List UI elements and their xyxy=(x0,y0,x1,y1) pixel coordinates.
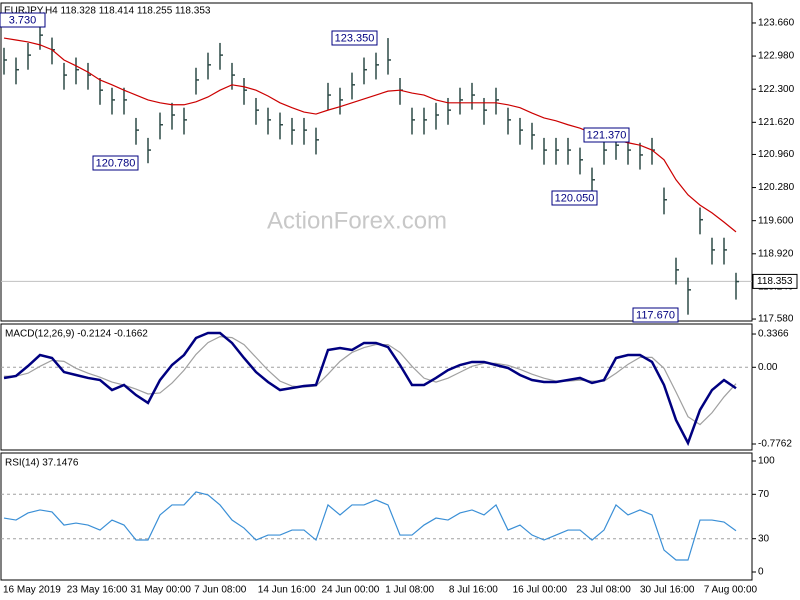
y-tick-label: 118.920 xyxy=(758,248,794,259)
x-tick-label: 14 Jun 16:00 xyxy=(258,585,316,596)
x-tick-label: 7 Aug 00:00 xyxy=(704,585,758,596)
annotation-box xyxy=(551,190,598,206)
x-tick-label: 16 May 2019 xyxy=(3,585,61,596)
y-tick-label: 70 xyxy=(758,489,770,500)
panel-frame xyxy=(0,2,753,322)
annotation-box xyxy=(632,307,679,323)
watermark: ActionForex.com xyxy=(267,207,447,234)
last-price-box xyxy=(752,273,798,289)
y-tick-label: 121.620 xyxy=(758,117,795,128)
x-tick-label: 30 Jul 16:00 xyxy=(640,585,695,596)
annotation-label: 121.370 xyxy=(587,129,627,141)
series-line xyxy=(3,331,737,447)
panel-title: RSI(14) 37.1476 xyxy=(5,458,79,469)
y-tick-label: -0.7762 xyxy=(758,439,792,450)
y-tick-label: 100 xyxy=(758,456,775,467)
x-tick-label: 31 May 00:00 xyxy=(130,585,191,596)
series-line xyxy=(3,491,737,561)
x-tick-label: 1 Jul 08:00 xyxy=(385,585,434,596)
y-tick-label: 122.980 xyxy=(758,51,795,62)
x-tick-label: 8 Jul 16:00 xyxy=(449,585,498,596)
y-tick-label: 119.600 xyxy=(758,215,794,226)
y-tick-label: 0.00 xyxy=(758,362,778,373)
y-tick-label: 0 xyxy=(758,567,764,578)
panel-frame xyxy=(0,323,753,451)
annotation-box xyxy=(0,12,46,28)
x-tick-label: 24 Jun 00:00 xyxy=(322,585,380,596)
x-tick-label: 23 Jul 08:00 xyxy=(576,585,631,596)
x-tick-label: 7 Jun 08:00 xyxy=(194,585,247,596)
annotation-box xyxy=(583,127,630,143)
y-tick-label: 123.660 xyxy=(758,18,795,29)
annotation-label: 120.050 xyxy=(555,192,595,204)
chart-header: EURJPY,H4 118.328 118.414 118.255 118.35… xyxy=(4,6,211,17)
y-tick-label: 120.960 xyxy=(758,149,795,160)
panel-frame xyxy=(0,452,753,581)
panel-title: MACD(12,26,9) -0.2124 -0.1662 xyxy=(5,329,148,340)
annotation-label: 3.730 xyxy=(9,14,37,26)
y-tick-label: 30 xyxy=(758,533,770,544)
y-tick-label: 0.3366 xyxy=(758,329,789,340)
x-tick-label: 23 May 16:00 xyxy=(67,585,128,596)
y-tick-label: 122.300 xyxy=(758,84,795,95)
annotation-label: 117.670 xyxy=(636,309,675,321)
annotation-label: 123.350 xyxy=(335,32,375,44)
annotation-label: 120.780 xyxy=(96,157,136,169)
x-tick-label: 16 Jul 00:00 xyxy=(513,585,568,596)
y-tick-label: 120.280 xyxy=(758,182,795,193)
annotation-box xyxy=(331,30,378,46)
last-price-label: 118.353 xyxy=(757,276,793,287)
y-tick-label: 117.580 xyxy=(758,314,794,325)
annotation-box xyxy=(92,155,139,171)
